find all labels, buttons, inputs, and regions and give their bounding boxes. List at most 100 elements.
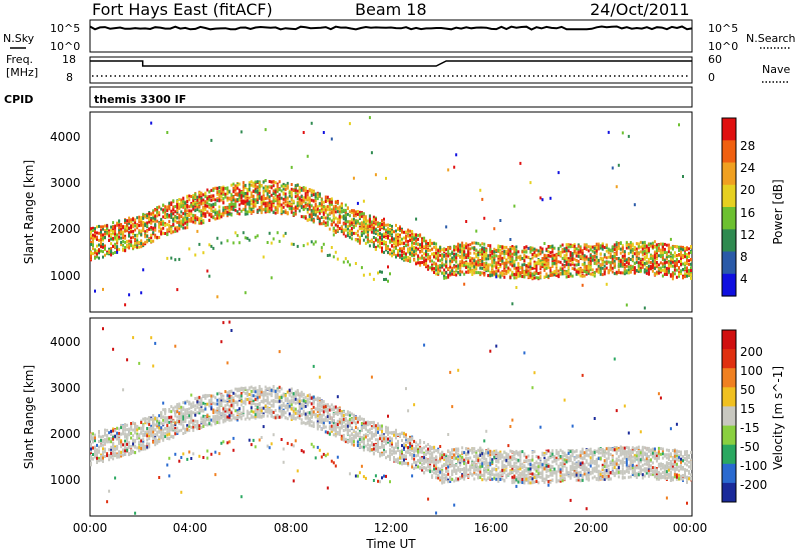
range-gate-cell <box>166 418 169 422</box>
range-gate-cell <box>565 260 568 264</box>
range-gate-cell <box>302 131 305 134</box>
range-gate-cell <box>108 454 111 458</box>
range-gate-cell <box>268 206 271 210</box>
range-gate-cell <box>232 182 235 186</box>
range-gate-cell <box>385 228 387 232</box>
range-gate-cell <box>152 216 155 220</box>
range-gate-cell <box>443 271 446 275</box>
range-gate-cell <box>336 220 339 224</box>
range-gate-cell <box>499 255 502 259</box>
range-gate-cell <box>425 265 428 269</box>
range-gate-cell <box>585 270 588 274</box>
range-gate-cell <box>182 226 185 230</box>
range-gate-cell <box>290 187 293 191</box>
range-gate-cell <box>116 445 119 449</box>
range-gate-cell <box>96 443 98 447</box>
range-gate-cell <box>146 438 149 442</box>
range-gate-cell <box>675 260 678 264</box>
power-y-ticks: 4000 3000 2000 1000 <box>50 130 81 283</box>
range-gate-cell <box>90 240 92 244</box>
range-gate-cell <box>94 228 96 232</box>
range-gate-cell <box>565 256 568 260</box>
range-gate-cell <box>461 241 464 245</box>
range-gate-cell <box>94 445 96 449</box>
range-gate-cell <box>421 237 424 241</box>
range-gate-cell <box>100 249 102 253</box>
range-gate-cell <box>278 188 281 192</box>
range-gate-cell <box>300 198 303 202</box>
range-gate-cell <box>366 235 369 239</box>
range-gate-cell <box>198 209 201 213</box>
range-gate-cell <box>276 184 279 188</box>
range-gate-cell <box>138 426 141 430</box>
range-gate-cell <box>459 255 462 259</box>
range-gate-cell <box>90 461 92 465</box>
range-gate-cell <box>126 423 129 427</box>
range-gate-cell <box>120 440 123 444</box>
range-gate-cell <box>481 246 484 250</box>
range-gate-cell <box>314 240 317 244</box>
range-gate-cell <box>509 261 512 264</box>
range-gate-cell <box>242 188 245 192</box>
range-gate-cell <box>338 207 341 211</box>
range-gate-cell <box>118 235 121 239</box>
range-gate-cell <box>158 414 161 418</box>
range-gate-cell <box>134 224 137 228</box>
range-gate-cell <box>152 417 155 421</box>
range-gate-cell <box>110 237 113 241</box>
range-gate-cell <box>413 246 416 249</box>
range-gate-cell <box>192 401 195 405</box>
range-gate-cell <box>158 426 161 430</box>
range-gate-cell <box>437 258 440 262</box>
range-gate-cell <box>90 243 92 246</box>
range-gate-cell <box>286 200 289 204</box>
range-gate-cell <box>188 209 191 213</box>
range-gate-cell <box>535 254 538 258</box>
range-gate-cell <box>429 266 432 270</box>
range-gate-cell <box>565 243 568 247</box>
range-gate-cell <box>605 266 608 270</box>
range-gate-cell <box>387 223 389 227</box>
range-gate-cell <box>96 456 98 460</box>
range-gate-cell <box>130 452 133 455</box>
range-gate-cell <box>441 253 444 257</box>
range-gate-cell <box>146 430 149 434</box>
range-gate-cell <box>680 253 682 257</box>
range-gate-cell <box>449 252 452 256</box>
range-gate-cell <box>92 244 94 248</box>
range-gate-cell <box>174 344 177 348</box>
range-gate-cell <box>142 432 145 436</box>
range-gate-cell <box>589 259 592 263</box>
range-gate-cell <box>286 181 289 185</box>
range-gate-cell <box>142 447 145 451</box>
range-gate-cell <box>336 200 339 204</box>
range-gate-cell <box>202 212 205 216</box>
range-gate-cell <box>407 247 410 251</box>
range-gate-cell <box>659 261 662 265</box>
range-gate-cell <box>196 205 199 209</box>
range-gate-cell <box>334 204 337 208</box>
range-gate-cell <box>435 262 438 266</box>
power-ytick-1000: 1000 <box>50 269 81 283</box>
range-gate-cell <box>559 244 562 248</box>
range-gate-cell <box>156 210 159 214</box>
range-gate-cell <box>471 257 474 261</box>
range-gate-cell <box>186 226 189 230</box>
range-gate-cell <box>653 273 656 277</box>
range-gate-cell <box>94 450 96 454</box>
range-gate-cell <box>647 249 650 253</box>
range-gate-cell <box>449 265 452 269</box>
range-gate-cell <box>192 452 195 456</box>
range-gate-cell <box>671 272 674 276</box>
range-gate-cell <box>168 429 171 433</box>
range-gate-cell <box>90 435 92 439</box>
range-gate-cell <box>132 428 135 432</box>
range-gate-cell <box>222 192 225 196</box>
range-gate-cell <box>142 424 145 428</box>
range-gate-cell <box>306 154 309 158</box>
range-gate-cell <box>597 264 600 268</box>
range-gate-cell <box>150 428 153 432</box>
range-gate-cell <box>134 425 137 429</box>
range-gate-cell <box>350 229 353 233</box>
range-gate-cell <box>374 230 377 234</box>
